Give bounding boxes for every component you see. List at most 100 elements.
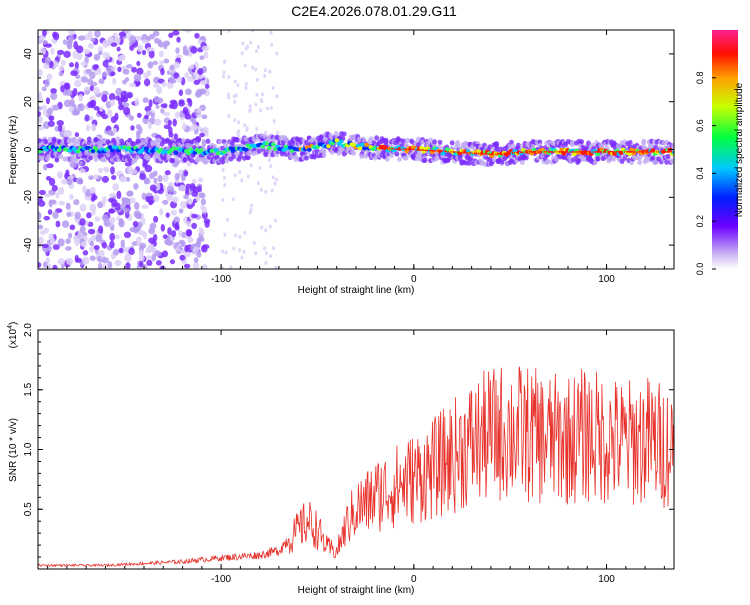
spectrogram-cell [132, 220, 139, 228]
spectrogram-cell [48, 177, 56, 186]
spectrogram-cell [153, 215, 159, 223]
snr-ytick-label: 1.5 [23, 382, 34, 396]
spectrogram-cell [259, 108, 263, 113]
spectrogram-cell [122, 68, 130, 75]
spectrogram-cell [125, 262, 131, 269]
spectrogram-cell [133, 73, 142, 82]
spectrogram-cell [110, 42, 118, 47]
spectrogram-ridge-cell [362, 146, 367, 151]
spectrogram-cell [160, 108, 165, 114]
spectrogram-cell [374, 135, 380, 141]
spectrogram-cell [204, 83, 210, 90]
spectrogram-cell [196, 251, 202, 258]
spectrogram-cell [120, 239, 125, 248]
spectrogram-ridge-cell [192, 150, 198, 155]
spectrogram-cell [192, 178, 197, 184]
spectrogram-cell [99, 106, 104, 112]
spectrogram-cell [178, 230, 183, 238]
spectrogram-cell [87, 228, 96, 235]
spectrogram-cell [222, 59, 226, 64]
spectrogram-ridge-cell [186, 151, 191, 156]
spectrogram-cell [201, 138, 207, 147]
snr-plot-area [38, 366, 674, 568]
spectrogram-cell [78, 94, 84, 102]
spectrogram-cell [83, 48, 90, 55]
spectrogram-cell [105, 152, 111, 158]
spectrogram-cell [101, 242, 108, 249]
spectrogram-cell [82, 250, 89, 256]
spectrogram-cell [80, 76, 88, 83]
spectrogram-cell [108, 93, 116, 101]
spectrogram-cell [183, 216, 188, 224]
spectrogram-cell [238, 248, 242, 253]
spectrogram-cell [101, 175, 109, 183]
figure-title: C2E4.2026.078.01.29.G11 [291, 3, 457, 19]
spectrogram-cell [101, 94, 108, 103]
spectrogram-ridge-cell [588, 150, 591, 153]
spectrogram-xlabel: Height of straight line (km) [298, 285, 415, 296]
spectrogram-cell [221, 74, 225, 79]
spectrogram-cell [41, 86, 47, 92]
spectrogram-cell [43, 215, 50, 221]
spectrogram-cell [170, 209, 178, 216]
spectrogram-cell [222, 70, 226, 75]
spectrogram-cell [182, 157, 188, 163]
spectrogram-cell [434, 155, 440, 161]
spectrogram-cell [101, 214, 109, 222]
spectrogram-ridge-cell [619, 150, 623, 153]
spectrogram-cell [109, 71, 116, 77]
spectrogram-cell [183, 170, 189, 177]
spectrogram-cell [171, 230, 177, 237]
spectrogram-cell [256, 181, 260, 186]
spectrogram-cell [42, 261, 48, 268]
spectrogram-cell [56, 171, 63, 179]
spectrogram-cell [233, 99, 237, 104]
spectrogram-cell [227, 113, 231, 118]
spectrogram-cell [261, 92, 265, 97]
spectrogram-cell [102, 39, 110, 48]
spectrogram-cell [318, 135, 324, 141]
snr-xtick-label: 0 [411, 574, 417, 585]
spectrogram-cell [150, 112, 155, 119]
spectrogram-cell [193, 257, 199, 264]
spectrogram-cell [135, 81, 141, 86]
spectrogram-cell [175, 47, 180, 54]
spectrogram-cell [58, 153, 64, 160]
spectrogram-cell [41, 243, 49, 249]
spectrogram-cell [166, 185, 175, 193]
spectrogram-cell [198, 227, 204, 233]
spectrogram-cell [153, 177, 158, 184]
spectrogram-cell [89, 246, 95, 253]
spectrogram-ridge-cell [571, 152, 577, 157]
spectrogram-cell [125, 176, 131, 182]
spectrogram-cell [63, 129, 71, 138]
spectrogram-cell [131, 141, 137, 147]
spectrogram-cell [52, 211, 59, 219]
spectrogram-cell [178, 208, 184, 214]
spectrogram-cell [259, 187, 263, 192]
spectrogram-cell [271, 175, 275, 180]
spectrogram-cell [198, 88, 207, 95]
spectrogram-ridge-cell [270, 142, 276, 147]
spectrogram-cell [117, 55, 125, 62]
spectrogram-cell [73, 41, 78, 50]
spectrogram-cell [148, 117, 156, 125]
spectrogram-cell [156, 85, 163, 95]
spectrogram-cell [38, 111, 41, 117]
spectrogram-cell [227, 75, 231, 80]
spectrogram-cell [202, 264, 208, 269]
spectrogram-cell [115, 87, 123, 96]
spectrogram-cell [42, 39, 48, 45]
spectrogram-cell [50, 92, 58, 101]
spectrogram-cell [79, 218, 86, 226]
spectrogram-cell [143, 72, 149, 79]
spectrogram-ridge-cell [558, 150, 561, 153]
spectrogram-cell [254, 251, 258, 256]
spectrogram-cell [153, 194, 160, 203]
spectrogram-cell [90, 196, 96, 202]
spectrogram-cell [359, 153, 365, 159]
spectrogram-cell [139, 153, 145, 160]
spectrogram-cell [420, 139, 425, 145]
spectrogram-cell [97, 46, 104, 53]
spectrogram-cell [75, 52, 83, 61]
